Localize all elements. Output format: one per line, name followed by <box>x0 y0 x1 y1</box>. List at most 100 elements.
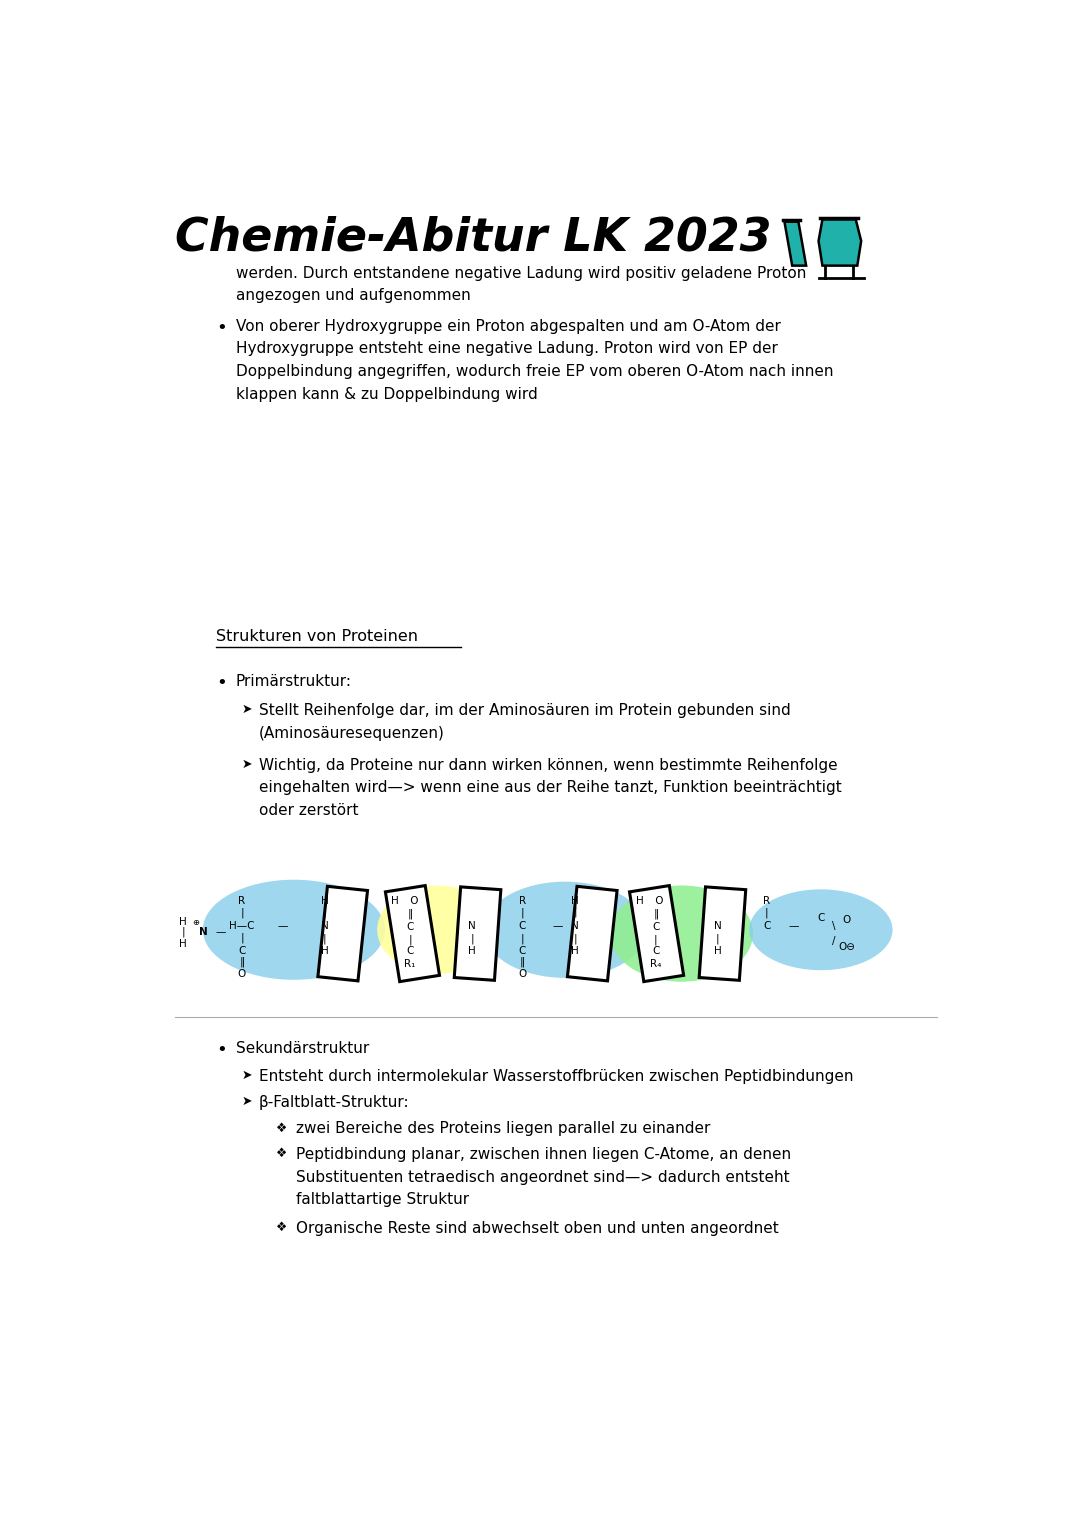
Text: •: • <box>216 319 227 337</box>
Text: R: R <box>239 896 245 906</box>
Text: ‖: ‖ <box>519 957 525 967</box>
Text: |: | <box>240 907 244 918</box>
Text: Strukturen von Proteinen: Strukturen von Proteinen <box>216 629 418 644</box>
Bar <box>386 886 440 982</box>
Text: C: C <box>518 921 526 931</box>
Polygon shape <box>819 220 861 266</box>
Text: zwei Bereiche des Proteins liegen parallel zu einander: zwei Bereiche des Proteins liegen parall… <box>296 1121 711 1136</box>
Text: oder zerstört: oder zerstört <box>259 803 359 818</box>
Text: O: O <box>652 896 664 906</box>
Text: \: \ <box>833 921 836 931</box>
Text: H: H <box>321 896 328 906</box>
Text: H: H <box>321 945 328 956</box>
Text: |: | <box>573 933 577 944</box>
Text: —: — <box>552 921 563 931</box>
Text: Organische Reste sind abwechselt oben und unten angeordnet: Organische Reste sind abwechselt oben un… <box>296 1222 779 1237</box>
Text: ‖: ‖ <box>407 909 413 919</box>
Text: eingehalten wird—> wenn eine aus der Reihe tanzt, Funktion beeinträchtigt: eingehalten wird—> wenn eine aus der Rei… <box>259 780 841 796</box>
Text: R: R <box>764 896 770 906</box>
Text: R: R <box>518 896 526 906</box>
Text: |: | <box>408 935 411 945</box>
Text: C: C <box>762 921 770 931</box>
Text: O⊖: O⊖ <box>838 942 855 953</box>
Polygon shape <box>784 221 806 266</box>
Text: |: | <box>654 935 658 945</box>
Ellipse shape <box>203 880 384 980</box>
Text: ❖: ❖ <box>276 1222 287 1234</box>
Text: N: N <box>469 921 476 931</box>
Text: O: O <box>238 968 246 979</box>
Text: N: N <box>199 927 207 938</box>
Text: |: | <box>323 907 326 918</box>
Text: |: | <box>323 933 326 944</box>
Text: C: C <box>239 945 245 956</box>
Text: —: — <box>278 921 287 931</box>
Text: |: | <box>521 907 524 918</box>
Text: H: H <box>571 945 579 956</box>
Text: O: O <box>842 915 851 925</box>
Text: Doppelbindung angegriffen, wodurch freie EP vom oberen O-Atom nach innen: Doppelbindung angegriffen, wodurch freie… <box>235 365 834 379</box>
Text: Peptidbindung planar, zwischen ihnen liegen C-Atome, an denen: Peptidbindung planar, zwischen ihnen lie… <box>296 1147 792 1162</box>
Bar <box>699 887 746 980</box>
Text: H: H <box>714 945 721 956</box>
Text: Hydroxygruppe entsteht eine negative Ladung. Proton wird von EP der: Hydroxygruppe entsteht eine negative Lad… <box>235 342 778 356</box>
Text: C: C <box>652 922 660 933</box>
Text: β-Faltblatt-Struktur:: β-Faltblatt-Struktur: <box>259 1095 409 1110</box>
Text: N: N <box>321 921 328 931</box>
Text: •: • <box>216 673 227 692</box>
Text: —: — <box>788 921 799 931</box>
Text: |: | <box>521 933 524 944</box>
Text: —: — <box>215 927 226 938</box>
Text: C: C <box>406 922 414 933</box>
Text: |: | <box>181 927 185 938</box>
Text: Von oberer Hydroxygruppe ein Proton abgespalten und am O-Atom der: Von oberer Hydroxygruppe ein Proton abge… <box>235 319 781 334</box>
Text: H: H <box>179 939 187 948</box>
Ellipse shape <box>750 889 892 970</box>
Text: ‖: ‖ <box>240 957 244 967</box>
Text: H: H <box>391 896 399 906</box>
Text: N: N <box>571 921 579 931</box>
Bar <box>318 886 367 980</box>
Text: ⊕: ⊕ <box>192 918 200 927</box>
Bar <box>630 886 684 982</box>
Text: H: H <box>571 896 579 906</box>
Text: werden. Durch entstandene negative Ladung wird positiv geladene Proton: werden. Durch entstandene negative Ladun… <box>235 266 806 281</box>
Text: Substituenten tetraedisch angeordnet sind—> dadurch entsteht: Substituenten tetraedisch angeordnet sin… <box>296 1170 789 1185</box>
Bar <box>567 886 617 980</box>
Text: ➤: ➤ <box>242 1069 253 1083</box>
Text: N: N <box>714 921 721 931</box>
Text: angezogen und aufgenommen: angezogen und aufgenommen <box>235 289 471 302</box>
Text: H: H <box>469 945 476 956</box>
Text: Chemie-Abitur LK 2023: Chemie-Abitur LK 2023 <box>175 215 772 261</box>
Text: R₄: R₄ <box>650 959 661 970</box>
Text: R₁: R₁ <box>404 959 416 970</box>
Ellipse shape <box>484 881 647 977</box>
Ellipse shape <box>610 886 753 982</box>
Text: Sekundärstruktur: Sekundärstruktur <box>235 1041 369 1057</box>
Text: Wichtig, da Proteine nur dann wirken können, wenn bestimmte Reihenfolge: Wichtig, da Proteine nur dann wirken kön… <box>259 757 838 773</box>
Text: (Aminosäuresequenzen): (Aminosäuresequenzen) <box>259 725 445 741</box>
Text: ➤: ➤ <box>242 1095 253 1109</box>
Text: H: H <box>636 896 644 906</box>
Text: ➤: ➤ <box>242 757 253 771</box>
Text: Primärstruktur:: Primärstruktur: <box>235 673 352 689</box>
Text: |: | <box>716 933 719 944</box>
Text: C: C <box>518 945 526 956</box>
Text: C: C <box>818 913 824 924</box>
Bar <box>455 887 501 980</box>
Text: O: O <box>518 968 527 979</box>
Text: H: H <box>179 918 187 927</box>
Text: H—C: H—C <box>229 921 255 931</box>
Text: ➤: ➤ <box>242 702 253 716</box>
Text: Stellt Reihenfolge dar, im der Aminosäuren im Protein gebunden sind: Stellt Reihenfolge dar, im der Aminosäur… <box>259 702 791 718</box>
Text: O: O <box>407 896 418 906</box>
Text: C: C <box>652 945 660 956</box>
Text: |: | <box>240 931 244 942</box>
Text: •: • <box>216 1041 227 1060</box>
Text: /: / <box>833 936 836 947</box>
Text: ❖: ❖ <box>276 1121 287 1135</box>
Text: faltblattartige Struktur: faltblattartige Struktur <box>296 1193 470 1208</box>
Text: |: | <box>765 907 769 918</box>
Text: |: | <box>573 907 577 918</box>
Text: klappen kann & zu Doppelbindung wird: klappen kann & zu Doppelbindung wird <box>235 386 538 402</box>
